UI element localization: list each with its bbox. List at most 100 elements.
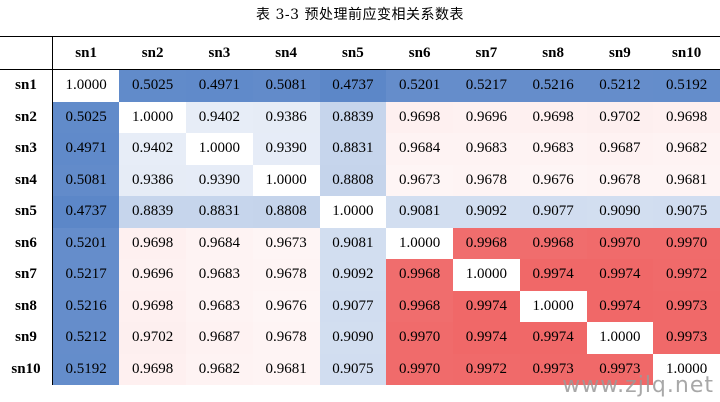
cell-sn9-sn10: 0.9973: [653, 322, 720, 354]
cell-sn7-sn8: 0.9974: [519, 259, 587, 291]
cell-sn2-sn4: 0.9386: [252, 101, 320, 133]
cell-sn4-sn6: 0.9673: [386, 164, 453, 196]
cell-sn10-sn4: 0.9681: [252, 353, 320, 385]
cell-sn3-sn2: 0.9402: [119, 133, 186, 165]
cell-sn8-sn2: 0.9698: [119, 290, 186, 322]
cell-sn1-sn6: 0.5201: [386, 69, 453, 102]
row-header-sn5: sn5: [0, 196, 53, 228]
cell-sn8-sn10: 0.9973: [653, 290, 720, 322]
cell-sn2-sn3: 0.9402: [186, 101, 253, 133]
cell-sn1-sn9: 0.5212: [586, 69, 654, 102]
column-header-sn9: sn9: [586, 36, 654, 70]
table-row-sn6: sn6 0.5201 0.9698 0.9684 0.9673 0.9081 1.0000 0…: [0, 227, 720, 259]
cell-sn10-sn5: 0.9075: [319, 353, 387, 385]
cell-sn3-sn7: 0.9683: [453, 133, 520, 165]
column-header-sn8: sn8: [519, 36, 587, 70]
cell-sn4-sn7: 0.9678: [453, 164, 520, 196]
cell-sn7-sn1: 0.5217: [52, 259, 120, 291]
row-header-sn7: sn7: [0, 259, 53, 291]
cell-sn5-sn9: 0.9090: [586, 196, 654, 228]
cell-sn4-sn2: 0.9386: [119, 164, 186, 196]
row-header-sn4: sn4: [0, 164, 53, 196]
cell-sn6-sn4: 0.9673: [252, 227, 320, 259]
column-header-sn5: sn5: [319, 36, 387, 70]
table-body: sn1 1.0000 0.5025 0.4971 0.5081 0.4737 0.5201 0…: [0, 69, 720, 385]
row-header-sn9: sn9: [0, 322, 53, 354]
table-row-sn9: sn9 0.5212 0.9702 0.9687 0.9678 0.9090 0.9970 0…: [0, 322, 720, 354]
cell-sn5-sn5: 1.0000: [319, 196, 387, 228]
cell-sn4-sn4: 1.0000: [252, 164, 320, 196]
cell-sn2-sn6: 0.9698: [386, 101, 453, 133]
cell-sn5-sn2: 0.8839: [119, 196, 186, 228]
cell-sn9-sn3: 0.9687: [186, 322, 253, 354]
cell-sn4-sn10: 0.9681: [653, 164, 720, 196]
cell-sn2-sn9: 0.9702: [586, 101, 654, 133]
corner-cell: [0, 36, 53, 70]
cell-sn4-sn9: 0.9678: [586, 164, 654, 196]
row-header-sn10: sn10: [0, 353, 53, 385]
cell-sn3-sn3: 1.0000: [186, 133, 253, 165]
cell-sn2-sn1: 0.5025: [52, 101, 120, 133]
cell-sn1-sn5: 0.4737: [319, 69, 387, 102]
row-header-sn6: sn6: [0, 227, 53, 259]
table-row-sn8: sn8 0.5216 0.9698 0.9683 0.9676 0.9077 0.9968 0…: [0, 290, 720, 322]
column-header-sn6: sn6: [386, 36, 453, 70]
cell-sn7-sn2: 0.9696: [119, 259, 186, 291]
cell-sn3-sn4: 0.9390: [252, 133, 320, 165]
cell-sn7-sn9: 0.9974: [586, 259, 654, 291]
cell-sn3-sn6: 0.9684: [386, 133, 453, 165]
column-header-sn3: sn3: [186, 36, 253, 70]
cell-sn7-sn10: 0.9972: [653, 259, 720, 291]
cell-sn8-sn9: 0.9974: [586, 290, 654, 322]
header-row: sn1 sn2 sn3 sn4 sn5 sn6 sn7 sn8 sn9 sn10: [0, 36, 720, 70]
cell-sn5-sn10: 0.9075: [653, 196, 720, 228]
cell-sn9-sn5: 0.9090: [319, 322, 387, 354]
row-header-sn2: sn2: [0, 101, 53, 133]
cell-sn4-sn3: 0.9390: [186, 164, 253, 196]
cell-sn8-sn8: 1.0000: [519, 290, 587, 322]
cell-sn8-sn7: 0.9974: [453, 290, 520, 322]
cell-sn9-sn8: 0.9974: [519, 322, 587, 354]
cell-sn10-sn6: 0.9970: [386, 353, 453, 385]
cell-sn2-sn7: 0.9696: [453, 101, 520, 133]
cell-sn9-sn1: 0.5212: [52, 322, 120, 354]
cell-sn3-sn8: 0.9683: [519, 133, 587, 165]
cell-sn1-sn4: 0.5081: [252, 69, 320, 102]
cell-sn5-sn3: 0.8831: [186, 196, 253, 228]
cell-sn6-sn5: 0.9081: [319, 227, 387, 259]
cell-sn6-sn7: 0.9968: [453, 227, 520, 259]
cell-sn3-sn10: 0.9682: [653, 133, 720, 165]
correlation-table: sn1 sn2 sn3 sn4 sn5 sn6 sn7 sn8 sn9 sn10 sn1 1.000…: [0, 36, 720, 385]
cell-sn9-sn9: 1.0000: [586, 322, 654, 354]
cell-sn9-sn6: 0.9970: [386, 322, 453, 354]
cell-sn6-sn3: 0.9684: [186, 227, 253, 259]
cell-sn7-sn3: 0.9683: [186, 259, 253, 291]
column-header-sn10: sn10: [653, 36, 720, 70]
cell-sn10-sn9: 0.9973: [586, 353, 654, 385]
cell-sn8-sn5: 0.9077: [319, 290, 387, 322]
cell-sn8-sn6: 0.9968: [386, 290, 453, 322]
cell-sn10-sn3: 0.9682: [186, 353, 253, 385]
cell-sn8-sn3: 0.9683: [186, 290, 253, 322]
table-row-sn1: sn1 1.0000 0.5025 0.4971 0.5081 0.4737 0.5201 0…: [0, 69, 720, 102]
cell-sn7-sn7: 1.0000: [453, 259, 520, 291]
cell-sn2-sn2: 1.0000: [119, 101, 186, 133]
table-row-sn2: sn2 0.5025 1.0000 0.9402 0.9386 0.8839 0.9698 0…: [0, 101, 720, 133]
cell-sn6-sn8: 0.9968: [519, 227, 587, 259]
row-header-sn3: sn3: [0, 133, 53, 165]
cell-sn3-sn5: 0.8831: [319, 133, 387, 165]
cell-sn7-sn4: 0.9678: [252, 259, 320, 291]
cell-sn1-sn7: 0.5217: [453, 69, 520, 102]
cell-sn4-sn5: 0.8808: [319, 164, 387, 196]
cell-sn1-sn3: 0.4971: [186, 69, 253, 102]
cell-sn8-sn1: 0.5216: [52, 290, 120, 322]
cell-sn5-sn7: 0.9092: [453, 196, 520, 228]
row-header-sn8: sn8: [0, 290, 53, 322]
cell-sn9-sn7: 0.9974: [453, 322, 520, 354]
cell-sn2-sn10: 0.9698: [653, 101, 720, 133]
table-row-sn3: sn3 0.4971 0.9402 1.0000 0.9390 0.8831 0.9684 0…: [0, 133, 720, 165]
cell-sn6-sn6: 1.0000: [386, 227, 453, 259]
cell-sn8-sn4: 0.9676: [252, 290, 320, 322]
column-header-sn7: sn7: [453, 36, 520, 70]
cell-sn5-sn4: 0.8808: [252, 196, 320, 228]
